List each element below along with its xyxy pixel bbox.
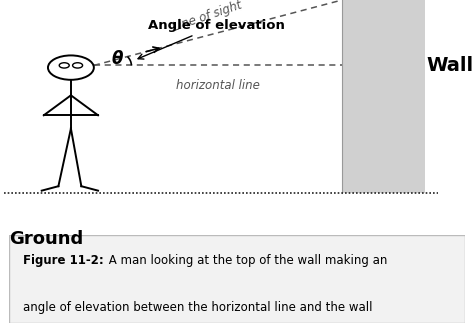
Text: θ: θ (111, 50, 123, 68)
Text: Angle of elevation: Angle of elevation (138, 19, 285, 59)
Text: horizontal line: horizontal line (176, 79, 260, 92)
FancyBboxPatch shape (9, 235, 465, 323)
Text: Line of sight: Line of sight (171, 0, 244, 34)
Bar (342, 0, 426, 193)
Text: Figure 11-2:: Figure 11-2: (23, 254, 104, 267)
Text: angle of elevation between the horizontal line and the wall: angle of elevation between the horizonta… (23, 301, 373, 314)
Text: Ground: Ground (9, 230, 84, 248)
Text: Wall: Wall (427, 56, 474, 75)
Text: A man looking at the top of the wall making an: A man looking at the top of the wall mak… (105, 254, 387, 267)
